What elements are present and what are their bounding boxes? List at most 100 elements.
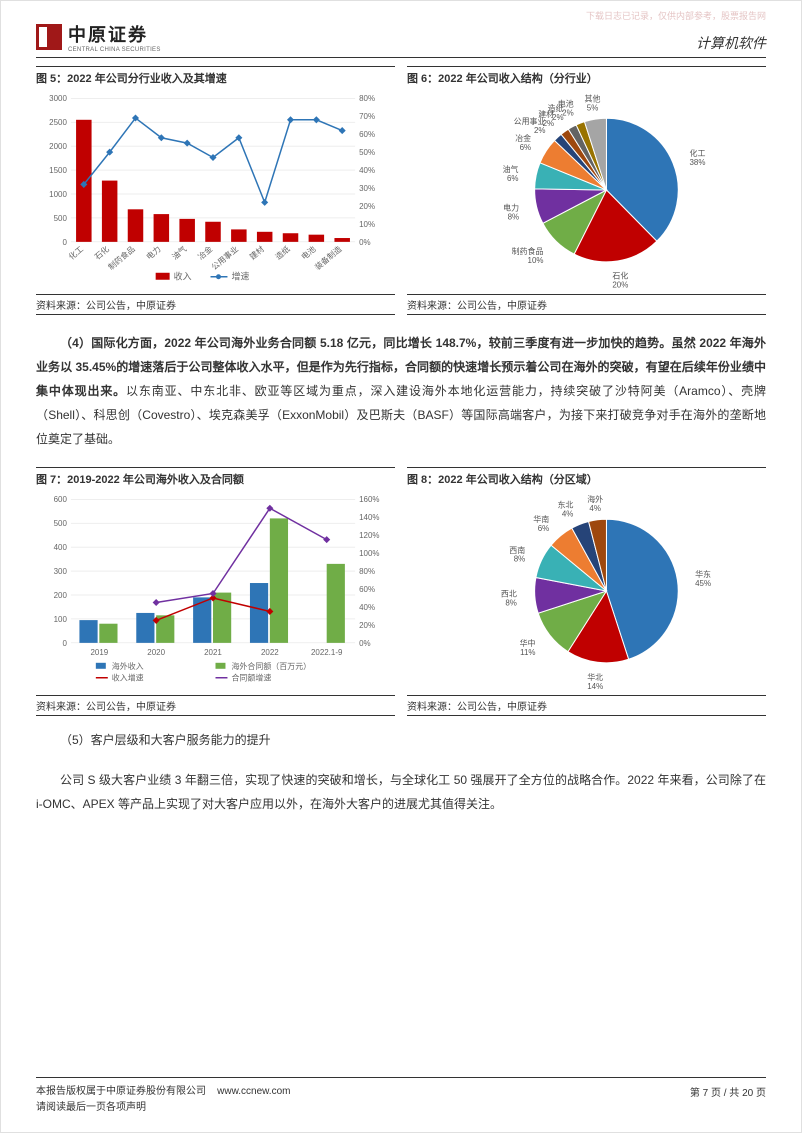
svg-text:2019: 2019	[90, 648, 108, 657]
svg-text:公用事业: 公用事业	[209, 244, 240, 272]
svg-text:4%: 4%	[589, 504, 601, 513]
svg-text:0: 0	[62, 238, 67, 247]
watermark-text: 下载日志已记录，仅供内部参考，股票报告网	[586, 9, 766, 22]
svg-text:2500: 2500	[49, 118, 67, 127]
svg-text:10%: 10%	[359, 220, 375, 229]
svg-text:80%: 80%	[359, 567, 375, 576]
svg-text:合同额增速: 合同额增速	[231, 673, 271, 683]
paragraph-5: 公司 S 级大客户业绩 3 年翻三倍，实现了快速的突破和增长，与全球化工 50 …	[36, 768, 766, 816]
svg-text:14%: 14%	[587, 682, 603, 691]
svg-text:其他: 其他	[585, 93, 601, 103]
svg-text:制药食品: 制药食品	[512, 246, 544, 256]
logo-mark-icon	[36, 24, 62, 50]
svg-text:化工: 化工	[689, 148, 705, 158]
svg-text:6%: 6%	[520, 143, 532, 152]
svg-text:120%: 120%	[359, 531, 379, 540]
section-5-heading: （5）客户层级和大客户服务能力的提升	[36, 728, 766, 752]
svg-text:东北: 东北	[557, 500, 573, 510]
svg-text:西北: 西北	[501, 590, 517, 599]
page-footer: 本报告版权属于中原证券股份有限公司 www.ccnew.com 请阅读最后一页各…	[36, 1077, 766, 1116]
svg-text:20%: 20%	[359, 202, 375, 211]
svg-text:石化: 石化	[92, 244, 111, 262]
chart8-source: 资料来源：公司公告，中原证券	[407, 695, 766, 716]
doc-category: 计算机软件	[696, 33, 766, 53]
svg-text:海外合同额（百万元）: 海外合同额（百万元）	[231, 661, 311, 671]
chart6-title: 图 6：2022 年公司收入结构（分行业）	[407, 66, 766, 86]
svg-text:电池: 电池	[299, 244, 318, 262]
svg-text:600: 600	[54, 495, 68, 504]
svg-text:8%: 8%	[505, 599, 517, 608]
svg-text:8%: 8%	[514, 555, 526, 564]
svg-text:电力: 电力	[503, 203, 519, 213]
svg-text:70%: 70%	[359, 112, 375, 121]
svg-text:华南: 华南	[533, 514, 549, 524]
footer-url: www.ccnew.com	[217, 1086, 290, 1097]
svg-text:60%: 60%	[359, 585, 375, 594]
svg-text:20%: 20%	[359, 621, 375, 630]
svg-text:160%: 160%	[359, 495, 379, 504]
chart6: 化工38%石化20%制药食品10%电力8%油气6%冶金6%公用事业2%建材2%造…	[407, 90, 766, 290]
logo: 中原证券 CENTRAL CHINA SECURITIES	[36, 21, 161, 53]
svg-text:收入增速: 收入增速	[112, 673, 144, 683]
svg-text:冶金: 冶金	[196, 244, 215, 262]
chart5-title: 图 5：2022 年公司分行业收入及其增速	[36, 66, 395, 86]
svg-text:造纸: 造纸	[273, 244, 292, 262]
footer-copyright: 本报告版权属于中原证券股份有限公司	[36, 1086, 206, 1097]
paragraph-4: （4）国际化方面，2022 年公司海外业务合同额 5.18 亿元，同比增长 14…	[36, 331, 766, 451]
svg-text:制药食品: 制药食品	[106, 244, 137, 272]
svg-text:100: 100	[54, 615, 68, 624]
svg-text:50%: 50%	[359, 148, 375, 157]
chart8-title: 图 8：2022 年公司收入结构（分区域）	[407, 467, 766, 487]
svg-text:2020: 2020	[147, 648, 165, 657]
svg-text:油气: 油气	[170, 244, 189, 262]
chart7: 01002003004005006000%20%40%60%80%100%120…	[36, 491, 395, 691]
svg-text:华北: 华北	[587, 672, 603, 682]
svg-text:2%: 2%	[562, 108, 574, 117]
svg-text:0%: 0%	[359, 238, 371, 247]
svg-text:华中: 华中	[520, 638, 536, 648]
svg-text:2021: 2021	[204, 648, 222, 657]
svg-text:电池: 电池	[558, 98, 574, 108]
page-header: 中原证券 CENTRAL CHINA SECURITIES 计算机软件	[36, 21, 766, 58]
svg-text:海外: 海外	[587, 494, 603, 504]
svg-text:1000: 1000	[49, 190, 67, 199]
svg-text:装备制造: 装备制造	[313, 244, 344, 272]
svg-text:200: 200	[54, 591, 68, 600]
chart6-source: 资料来源：公司公告，中原证券	[407, 294, 766, 315]
svg-text:38%: 38%	[689, 158, 705, 167]
svg-text:30%: 30%	[359, 184, 375, 193]
svg-text:西南: 西南	[509, 545, 525, 555]
svg-text:华东: 华东	[695, 569, 711, 579]
svg-text:140%: 140%	[359, 513, 379, 522]
svg-text:6%: 6%	[507, 174, 519, 183]
svg-text:电力: 电力	[144, 244, 163, 262]
svg-text:500: 500	[54, 214, 68, 223]
svg-text:8%: 8%	[508, 213, 520, 222]
svg-text:2022: 2022	[261, 648, 279, 657]
logo-en: CENTRAL CHINA SECURITIES	[68, 47, 161, 53]
svg-text:收入: 收入	[174, 271, 192, 282]
svg-text:400: 400	[54, 543, 68, 552]
svg-text:建材: 建材	[247, 244, 266, 262]
footer-notice: 请阅读最后一页各项声明	[36, 1102, 146, 1113]
svg-text:40%: 40%	[359, 603, 375, 612]
svg-text:10%: 10%	[528, 256, 544, 265]
svg-text:增速: 增速	[231, 271, 249, 282]
svg-text:6%: 6%	[538, 524, 550, 533]
chart7-title: 图 7：2019-2022 年公司海外收入及合同额	[36, 467, 395, 487]
svg-text:2000: 2000	[49, 142, 67, 151]
chart8: 华东45%华北14%华中11%西北8%西南8%华南6%东北4%海外4%	[407, 491, 766, 691]
chart7-source: 资料来源：公司公告，中原证券	[36, 695, 395, 716]
svg-text:0%: 0%	[359, 639, 371, 648]
svg-text:冶金: 冶金	[515, 133, 531, 143]
svg-text:0: 0	[62, 639, 67, 648]
svg-text:石化: 石化	[612, 271, 628, 281]
chart5: 0500100015002000250030000%10%20%30%40%50…	[36, 90, 395, 290]
svg-text:2022.1-9: 2022.1-9	[311, 648, 343, 657]
svg-text:500: 500	[54, 519, 68, 528]
svg-text:1500: 1500	[49, 166, 67, 175]
svg-text:油气: 油气	[503, 164, 519, 174]
svg-text:45%: 45%	[695, 579, 711, 588]
footer-page-number: 第 7 页 / 共 20 页	[690, 1084, 766, 1116]
svg-text:4%: 4%	[562, 510, 574, 519]
